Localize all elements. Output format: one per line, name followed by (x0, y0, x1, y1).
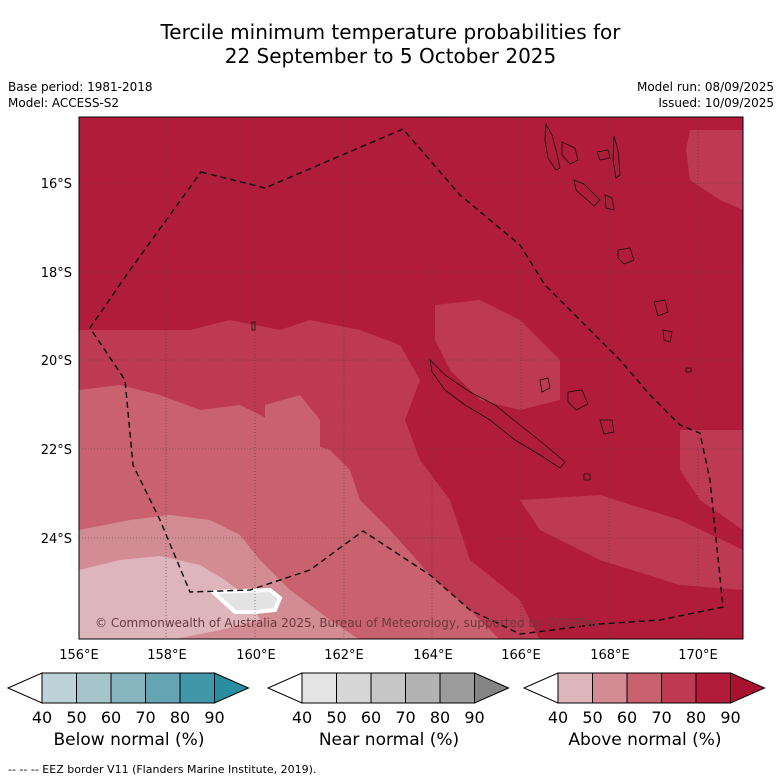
copyright-notice: © Commonwealth of Australia 2025, Bureau… (95, 616, 600, 630)
issued-date: Issued: 10/09/2025 (658, 96, 774, 110)
eez-border (89, 128, 724, 635)
lat-tick-label: 24°S (41, 532, 72, 547)
below-colorbar-cell (41, 672, 77, 704)
lat-tick-labels: 16°S 18°S 20°S 22°S 24°S (41, 177, 72, 547)
lon-tick-label: 168°E (590, 648, 630, 663)
base-period: Base period: 1981-2018 (8, 80, 153, 94)
lon-tick-label: 170°E (678, 648, 718, 663)
below-colorbar-cell (110, 672, 146, 704)
above-70-region-upper (265, 395, 320, 460)
small-island-2 (583, 473, 591, 481)
vanuatu-island-9 (662, 329, 673, 343)
near-colorbar-cell (439, 672, 475, 704)
above-colorbar-tick-label: 70 (651, 708, 671, 727)
lon-tick-label: 158°E (147, 648, 187, 663)
model-run: Model run: 08/09/2025 (636, 80, 774, 94)
near-colorbar-tick-label: 90 (464, 708, 484, 727)
below-colorbar-tick-label: 60 (101, 708, 121, 727)
title-line-2: 22 September to 5 October 2025 (224, 44, 557, 68)
vanuatu-island-5 (573, 179, 601, 207)
near-normal-label: Near normal (%) (318, 730, 460, 750)
above-colorbar-tick-label: 80 (686, 708, 706, 727)
above-80-region-east (680, 430, 743, 530)
near-colorbar-tick-label: 40 (292, 708, 312, 727)
eez-footer-note: -- -- -- EEZ border V11 (Flanders Marine… (8, 763, 317, 776)
lat-tick-label: 18°S (41, 266, 72, 281)
small-island-3 (685, 367, 692, 373)
above-50-region (79, 556, 260, 639)
vanuatu-island-3 (596, 149, 611, 161)
new-caledonia-island (429, 358, 566, 469)
small-island-1 (251, 321, 256, 331)
above-colorbar-tick-label: 90 (720, 708, 740, 727)
vanuatu-island-8 (653, 299, 669, 317)
near-colorbar-max-arrow (474, 672, 510, 704)
above-normal-label: Above normal (%) (568, 730, 722, 750)
below-normal-label: Below normal (%) (53, 730, 205, 750)
below-colorbar-max-arrow (214, 672, 250, 704)
below-colorbar-cell (76, 672, 112, 704)
coastlines (251, 122, 692, 481)
title-line-1: Tercile minimum temperature probabilitie… (160, 20, 621, 44)
below-colorbar-cell (145, 672, 181, 704)
lon-tick-label: 166°E (501, 648, 541, 663)
above-colorbar-tick-label: 60 (617, 708, 637, 727)
above-colorbar-min-arrow (522, 672, 559, 704)
model-name: Model: ACCESS-S2 (8, 96, 120, 110)
loyalty-island-3 (599, 419, 615, 435)
lon-tick-labels: 156°E 158°E 160°E 162°E 164°E 166°E 168°… (59, 648, 718, 663)
above-colorbar-cell (661, 672, 697, 704)
probability-field: © Commonwealth of Australia 2025, Bureau… (79, 117, 743, 639)
below-colorbar-min-arrow (6, 672, 43, 704)
above-colorbar-tick-label: 40 (548, 708, 568, 727)
vanuatu-island-6 (604, 194, 615, 211)
lat-tick-label: 22°S (41, 443, 72, 458)
lon-tick-label: 160°E (236, 648, 276, 663)
above-colorbar-max-arrow (730, 672, 766, 704)
lon-tick-label: 156°E (59, 648, 99, 663)
above-colorbar-cell (557, 672, 593, 704)
near-colorbar-tick-label: 80 (430, 708, 450, 727)
loyalty-island-1 (539, 377, 551, 393)
above-colorbar-cell (626, 672, 662, 704)
above-80-region-mid (435, 300, 560, 410)
near-colorbar-min-arrow (266, 672, 303, 704)
near-colorbar-tick-label: 50 (326, 708, 346, 727)
below-colorbar-cell (179, 672, 215, 704)
lon-tick-label: 162°E (324, 648, 364, 663)
lon-tick-label: 164°E (413, 648, 453, 663)
above-colorbar-tick-label: 50 (582, 708, 602, 727)
below-colorbar-tick-label: 50 (66, 708, 86, 727)
vanuatu-island-2 (561, 141, 579, 165)
above-80-region-ne (686, 130, 743, 210)
loyalty-island-2 (567, 389, 589, 411)
near-normal-patch (208, 587, 283, 614)
graticule (79, 117, 743, 639)
below-colorbar-tick-label: 80 (170, 708, 190, 727)
near-colorbar-cell (405, 672, 441, 704)
colorbars: 40 50 60 70 80 90 40 50 60 70 80 90 40 50 60 70 80 90 (6, 672, 766, 727)
above-colorbar-cell (695, 672, 731, 704)
below-colorbar-tick-label: 70 (135, 708, 155, 727)
above-80-region-south (520, 495, 743, 590)
below-colorbar-tick-label: 90 (204, 708, 224, 727)
near-colorbar-cell (301, 672, 337, 704)
near-colorbar-cell (370, 672, 406, 704)
vanuatu-island-7 (617, 247, 635, 265)
near-colorbar-tick-label: 60 (361, 708, 381, 727)
map-frame (78, 116, 744, 640)
vanuatu-island-4 (612, 135, 621, 179)
lat-tick-label: 20°S (41, 354, 72, 369)
above-colorbar-cell (592, 672, 628, 704)
near-colorbar-tick-label: 70 (395, 708, 415, 727)
near-colorbar-cell (336, 672, 372, 704)
vanuatu-island-1 (544, 122, 561, 171)
lat-tick-label: 16°S (41, 177, 72, 192)
below-colorbar-tick-label: 40 (32, 708, 52, 727)
